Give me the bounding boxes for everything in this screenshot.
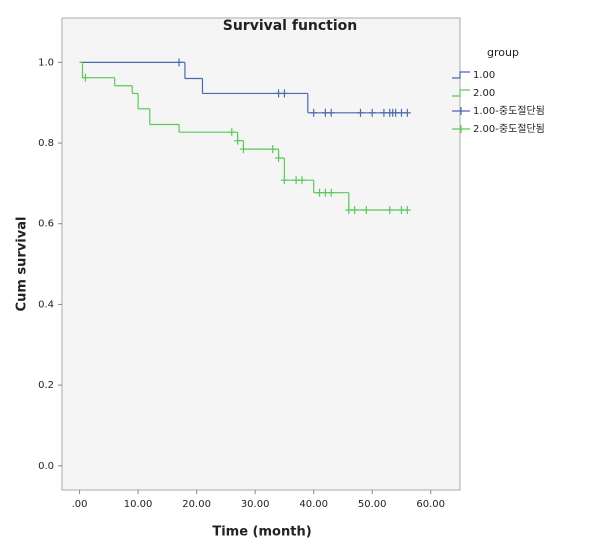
censor-mark	[321, 188, 329, 197]
plot-area	[61, 17, 461, 491]
chart-title: Survival function	[223, 18, 358, 34]
censor-mark	[228, 128, 236, 137]
censor-mark	[298, 176, 306, 185]
censor-mark	[327, 108, 335, 117]
x-tick-label: 30.00	[241, 499, 270, 510]
legend-title: group	[487, 46, 519, 59]
censor-mark	[357, 108, 364, 117]
legend-symbol	[452, 89, 470, 97]
x-tick-label: .00	[72, 499, 88, 510]
censor-mark	[275, 153, 283, 162]
censor-mark	[292, 176, 300, 185]
censor-mark	[239, 145, 247, 154]
censor-mark	[81, 73, 89, 82]
censor-mark	[397, 206, 405, 215]
y-tick-label: 0.8	[38, 138, 54, 149]
censor-mark	[397, 108, 405, 117]
y-tick-label: 0.0	[38, 461, 54, 472]
censor-mark	[310, 108, 318, 117]
censor-mark	[392, 108, 400, 117]
censor-mark	[386, 206, 394, 215]
x-tick-label: 60.00	[416, 499, 445, 510]
censor-mark	[269, 145, 277, 154]
censor-mark	[175, 58, 183, 67]
legend-symbol	[452, 71, 470, 79]
y-tick-label: 1.0	[38, 57, 54, 68]
censor-mark	[321, 108, 329, 117]
y-tick-label: 0.4	[38, 299, 54, 310]
y-tick-label: 0.2	[38, 380, 54, 391]
censor-mark	[327, 188, 335, 197]
legend-label: 1.00-중도절단됨	[473, 104, 545, 117]
censor-mark	[345, 206, 353, 215]
censor-mark	[380, 108, 388, 117]
censor-mark	[403, 108, 411, 117]
censor-mark	[351, 206, 359, 215]
censor-mark	[234, 136, 242, 145]
censor-mark	[280, 176, 288, 185]
x-tick-label: 40.00	[299, 499, 328, 510]
legend-label: 2.00-중도절단됨	[473, 122, 545, 135]
censor-mark	[280, 89, 288, 98]
censor-mark	[368, 108, 376, 117]
censor-mark	[275, 89, 283, 98]
censor-mark	[316, 188, 324, 197]
censor-mark	[403, 206, 411, 215]
x-tick-label: 50.00	[358, 499, 387, 510]
y-tick-label: 0.6	[38, 219, 54, 230]
censor-mark	[362, 206, 370, 215]
legend-label: 2.00	[473, 88, 495, 99]
legend-label: 1.00	[473, 70, 495, 81]
y-axis-title: Cum survival	[15, 217, 30, 312]
x-tick-label: 10.00	[124, 499, 153, 510]
x-axis-title: Time (month)	[212, 525, 311, 540]
x-tick-label: 20.00	[182, 499, 211, 510]
